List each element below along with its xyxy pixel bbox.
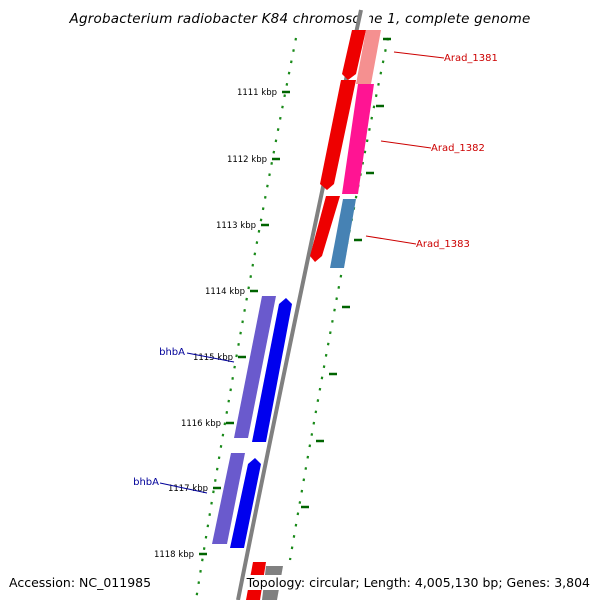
gene-leader-line <box>159 482 208 494</box>
gene-arrow <box>310 196 340 262</box>
kbp-tick-label: 1113 kbp <box>216 221 256 231</box>
gene-leader-line <box>186 352 235 363</box>
gene-label: bhbA <box>159 347 185 358</box>
reverse-genes <box>212 296 292 548</box>
gene-label: Arad_1382 <box>431 143 485 154</box>
gene-leader-line <box>365 235 417 245</box>
outer-forward-genes <box>262 30 381 600</box>
gene-arrow <box>230 458 261 548</box>
gene-arrow <box>342 30 366 80</box>
gene-label: Arad_1383 <box>416 239 470 250</box>
outer-tick-guide <box>288 37 390 561</box>
gene-arrow <box>320 80 356 190</box>
accession-text: Accession: NC_011985 <box>9 575 152 590</box>
gene-block <box>342 84 374 194</box>
map-title: Agrobacterium radiobacter K84 chromosome… <box>69 11 531 27</box>
kbp-tick-label: 1116 kbp <box>181 419 221 429</box>
forward-genes <box>246 30 366 600</box>
kbp-tick-label: 1112 kbp <box>227 155 267 165</box>
kbp-tick-label: 1114 kbp <box>205 287 245 297</box>
gene-leader-line <box>393 51 445 59</box>
gene-block <box>330 199 356 268</box>
kbp-tick-label: 1118 kbp <box>154 550 194 560</box>
gene-labels: Arad_1381 Arad_1382 Arad_1383 bhbA bhbA <box>133 51 498 494</box>
kbp-tick-label: 1111 kbp <box>237 88 277 98</box>
gene-leader-line <box>380 140 432 149</box>
gene-label: bhbA <box>133 477 159 488</box>
gene-block <box>234 296 276 438</box>
outer-ticks <box>301 37 391 509</box>
gene-block <box>212 453 245 544</box>
genome-summary-text: Topology: circular; Length: 4,005,130 bp… <box>246 575 590 590</box>
gene-label: Arad_1381 <box>444 53 498 64</box>
gene-arrow <box>252 298 292 442</box>
gene-block <box>356 30 381 84</box>
